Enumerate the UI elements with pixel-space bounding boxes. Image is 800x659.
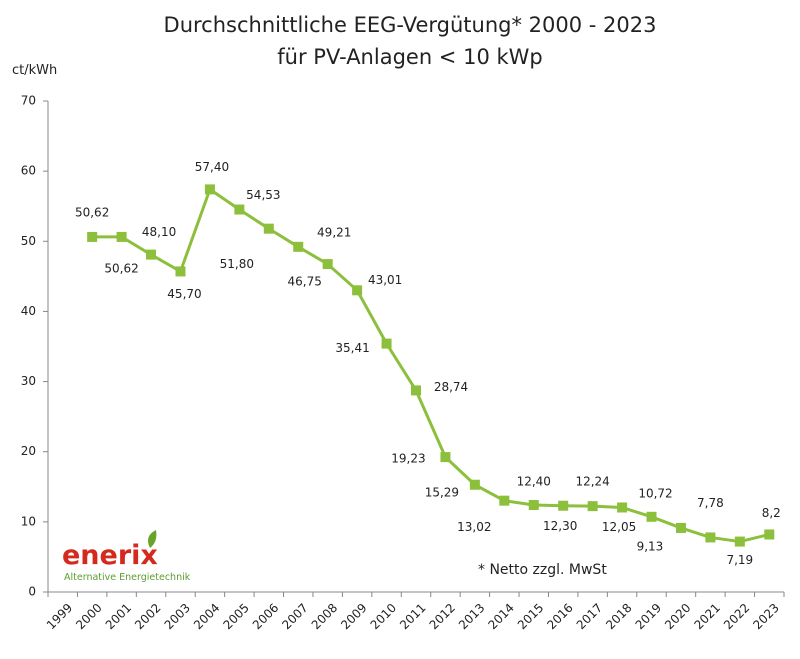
data-label: 28,74 xyxy=(434,380,468,394)
y-tick-label: 60 xyxy=(21,164,36,178)
x-tick-label: 2018 xyxy=(603,601,634,632)
data-point xyxy=(617,502,628,513)
logo-tagline: Alternative Energietechnik xyxy=(64,572,191,583)
data-label: 9,13 xyxy=(637,539,664,553)
data-label: 13,02 xyxy=(457,520,491,534)
data-label: 43,01 xyxy=(368,273,402,287)
data-point xyxy=(322,259,333,270)
logo-leaf xyxy=(148,530,157,548)
logo-name: enerix xyxy=(62,540,158,571)
data-point xyxy=(381,338,392,349)
x-tick-label: 2003 xyxy=(162,601,193,632)
data-point xyxy=(734,536,745,547)
data-point xyxy=(587,501,598,512)
data-label: 7,78 xyxy=(697,496,724,510)
data-label: 50,62 xyxy=(104,261,138,275)
x-tick-label: 2002 xyxy=(132,601,163,632)
data-label: 46,75 xyxy=(288,275,322,289)
data-point xyxy=(440,452,451,463)
chart-title: Durchschnittliche EEG-Vergütung* 2000 - … xyxy=(164,13,657,37)
x-tick-label: 2013 xyxy=(456,601,487,632)
chart-subtitle: für PV-Anlagen < 10 kWp xyxy=(277,45,542,69)
x-tick-label: 2012 xyxy=(427,601,458,632)
x-tick-label: 2017 xyxy=(574,601,605,632)
data-label: 8,2 xyxy=(762,506,781,520)
data-point xyxy=(116,231,127,242)
x-tick-label: 2008 xyxy=(309,601,340,632)
x-tick-label: 2009 xyxy=(338,601,369,632)
x-tick-label: 2005 xyxy=(220,601,251,632)
x-tick-label: 2020 xyxy=(662,601,693,632)
y-tick-label: 40 xyxy=(21,304,36,318)
x-tick-label: 2021 xyxy=(691,601,722,632)
x-tick-label: 2014 xyxy=(485,601,516,632)
x-tick-label: 2016 xyxy=(544,601,575,632)
data-label: 19,23 xyxy=(391,452,425,466)
data-point xyxy=(558,500,569,511)
data-point xyxy=(499,495,510,506)
data-point xyxy=(263,223,274,234)
data-point xyxy=(764,529,775,540)
data-point xyxy=(675,522,686,533)
data-point xyxy=(293,241,304,252)
y-tick-label: 20 xyxy=(21,444,36,458)
y-tick-label: 70 xyxy=(21,94,36,108)
data-point xyxy=(469,479,480,490)
y-tick-label: 10 xyxy=(21,514,36,528)
x-tick-label: 2023 xyxy=(750,601,781,632)
x-tick-label: 2004 xyxy=(191,601,222,632)
annotation: * Netto zzgl. MwSt xyxy=(478,562,607,578)
data-label: 48,10 xyxy=(142,225,176,239)
data-point xyxy=(234,204,245,215)
data-label: 12,24 xyxy=(575,475,609,489)
data-label: 51,80 xyxy=(220,257,254,271)
data-label: 45,70 xyxy=(167,287,201,301)
x-tick-label: 2007 xyxy=(279,601,310,632)
y-tick-label: 0 xyxy=(28,585,36,599)
data-label: 10,72 xyxy=(638,486,672,500)
data-point xyxy=(646,511,657,522)
data-label: 54,53 xyxy=(246,188,280,202)
x-tick-label: 2006 xyxy=(250,601,281,632)
x-tick-label: 2010 xyxy=(368,601,399,632)
x-tick-label: 2019 xyxy=(633,601,664,632)
data-label: 57,40 xyxy=(195,160,229,174)
data-point xyxy=(146,249,157,260)
data-point xyxy=(411,385,421,396)
x-tick-label: 2015 xyxy=(515,601,546,632)
data-label: 15,29 xyxy=(425,485,459,499)
x-tick-label: 2001 xyxy=(103,601,134,632)
data-label: 50,62 xyxy=(75,205,109,219)
data-point xyxy=(352,285,363,296)
data-label: 12,05 xyxy=(602,520,636,534)
data-label: 35,41 xyxy=(335,341,369,355)
data-point xyxy=(204,184,215,195)
x-tick-label: 2011 xyxy=(397,601,428,632)
x-tick-label: 2022 xyxy=(721,601,752,632)
data-label: 49,21 xyxy=(317,225,351,239)
y-axis-label: ct/kWh xyxy=(12,63,57,78)
x-tick-label: 2000 xyxy=(73,601,104,632)
data-label: 7,19 xyxy=(726,553,753,567)
data-label: 12,30 xyxy=(543,519,577,533)
data-point xyxy=(528,500,539,511)
y-tick-label: 50 xyxy=(21,234,36,248)
data-point xyxy=(175,266,186,277)
y-tick-label: 30 xyxy=(21,374,36,388)
data-point xyxy=(87,231,98,242)
x-tick-label: 1999 xyxy=(44,601,75,632)
data-label: 12,40 xyxy=(517,475,551,489)
data-point xyxy=(705,532,716,543)
